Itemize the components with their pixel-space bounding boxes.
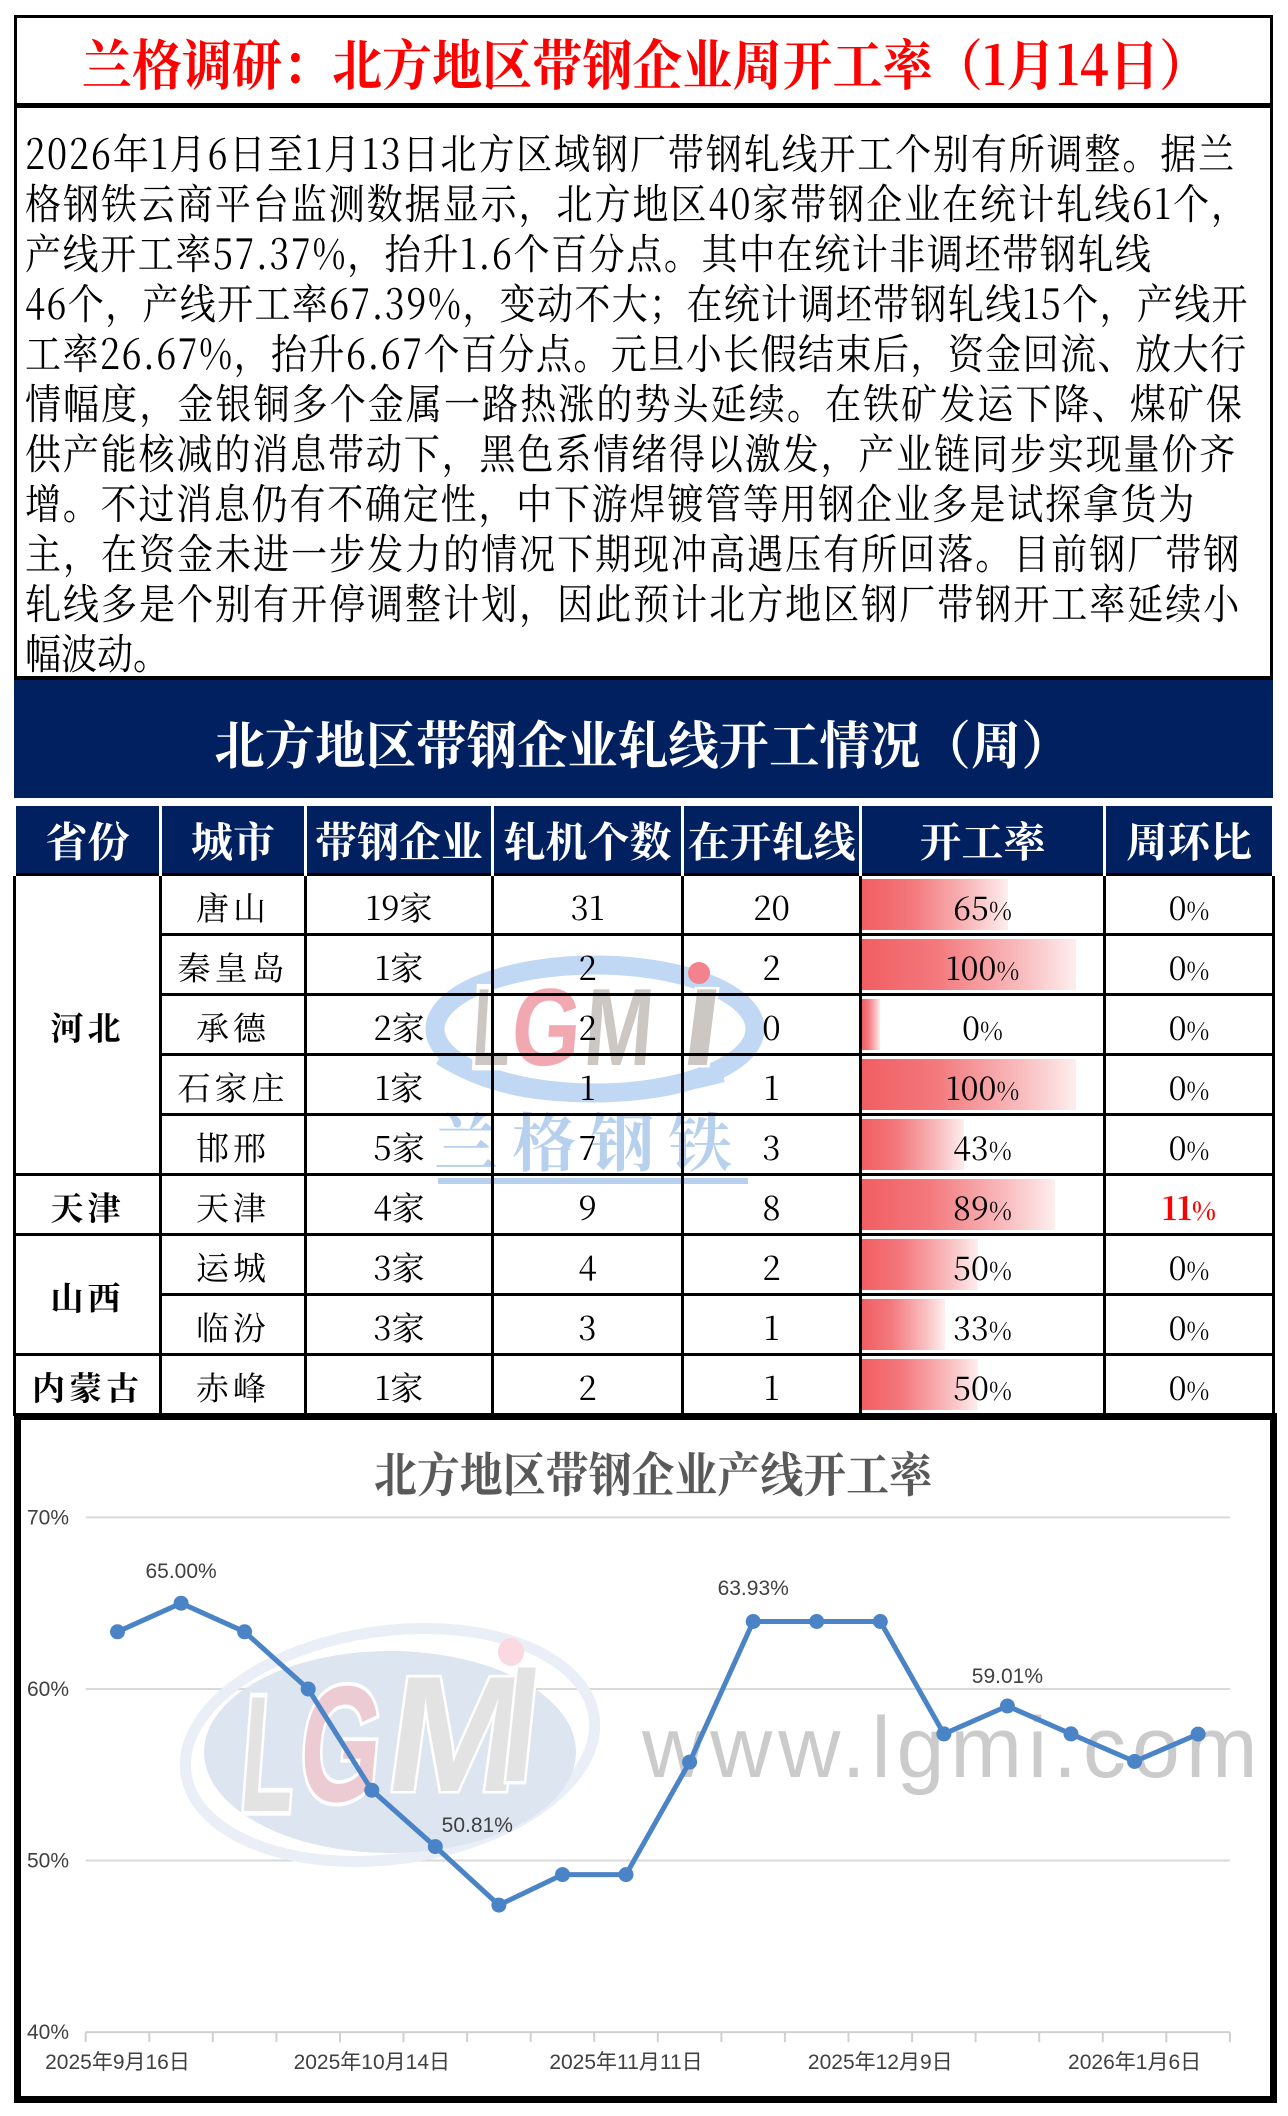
svg-text:2025年12月9日: 2025年12月9日 — [808, 2051, 953, 2074]
svg-text:65.00%: 65.00% — [145, 1560, 216, 1583]
svg-text:50%: 50% — [27, 1850, 69, 1873]
svg-text:北方地区带钢企业产线开工率: 北方地区带钢企业产线开工率 — [374, 1438, 932, 1506]
svg-text:40%: 40% — [27, 2021, 69, 2044]
svg-text:2025年10月14日: 2025年10月14日 — [294, 2051, 450, 2074]
svg-text:63.93%: 63.93% — [718, 1577, 789, 1600]
svg-text:2025年9月16日: 2025年9月16日 — [45, 2051, 190, 2074]
svg-text:www.lgmi.com: www.lgmi.com — [641, 1700, 1264, 1796]
svg-text:2025年11月11日: 2025年11月11日 — [549, 2051, 702, 2074]
svg-text:60%: 60% — [27, 1678, 69, 1701]
svg-text:M: M — [377, 1641, 537, 1826]
svg-text:2026年1月6日: 2026年1月6日 — [1068, 2051, 1201, 2074]
svg-text:50.81%: 50.81% — [442, 1814, 513, 1837]
svg-text:59.01%: 59.01% — [972, 1665, 1043, 1688]
svg-text:70%: 70% — [27, 1506, 69, 1529]
